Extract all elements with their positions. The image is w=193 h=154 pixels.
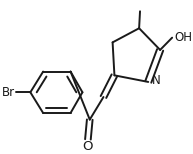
Text: OH: OH	[174, 31, 192, 44]
Text: N: N	[152, 74, 161, 87]
Text: Br: Br	[2, 86, 15, 99]
Text: O: O	[83, 140, 93, 153]
